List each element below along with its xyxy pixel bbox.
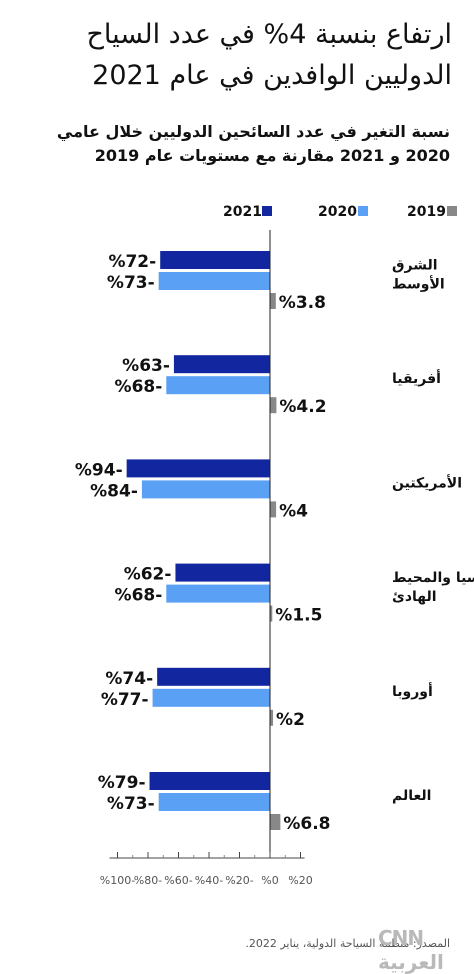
x-tick-label-20: %20 (288, 874, 312, 887)
data-label-2021-4: %74- (105, 669, 153, 689)
bar-2019-3 (270, 605, 273, 622)
bar-2021-3 (175, 563, 270, 582)
bar-2021-5 (149, 772, 270, 790)
bar-2019-4 (270, 709, 274, 726)
data-label-2020-3: %68- (115, 586, 163, 606)
bar-2019-2 (270, 501, 277, 518)
bar-2021-2 (126, 459, 271, 478)
data-label-2021-3: %62- (124, 565, 172, 585)
x-tick-label--100: %100- (100, 874, 135, 887)
bar-2019-5 (270, 814, 281, 830)
chart-title: ارتفاع بنسبة 4% في عدد السياح الدوليين ا… (86, 19, 452, 91)
cnn-arabic-logo: CNN العربية (378, 926, 445, 974)
bar-2021-4 (157, 667, 270, 686)
data-label-2020-1: %68- (115, 377, 163, 397)
data-label-2021-5: %79- (98, 773, 146, 793)
source-note: المصدر: منظمة السياحة الدولية، يناير 202… (245, 937, 450, 950)
bar-2020-4 (152, 688, 270, 707)
data-label-2021-0: %72- (108, 252, 156, 272)
data-label-2021-1: %63- (122, 356, 170, 376)
data-label-2020-4: %77- (101, 690, 149, 710)
legend-label-2020: 2020 (318, 204, 357, 220)
category-label-0: الشرق الأوسط (392, 258, 445, 293)
data-label-2019-0: %3.8 (279, 293, 326, 313)
data-label-2019-4: %2 (276, 710, 305, 730)
legend-label-2021: 2021 (223, 204, 262, 220)
x-tick-label-0: %0 (261, 874, 278, 887)
category-label-4: أوروبا (392, 682, 433, 700)
bar-2021-0 (160, 251, 270, 269)
bar-2019-0 (270, 293, 276, 309)
x-tick-label--20: %20- (225, 874, 253, 887)
data-label-2019-1: %4.2 (279, 397, 326, 417)
legend-label-2019: 2019 (407, 204, 446, 220)
data-label-2019-2: %4 (279, 501, 308, 521)
data-label-2020-2: %84- (90, 481, 138, 501)
x-tick-label--60: %60- (164, 874, 192, 887)
bar-2020-2 (141, 480, 270, 499)
x-axis: %100-%80- %60- %40- %20- %0 %20 (100, 230, 313, 887)
bar-2020-1 (166, 376, 270, 395)
bar-2020-3 (166, 584, 270, 603)
legend-swatch-2020 (358, 206, 368, 216)
category-label-1: أفريقيا (392, 369, 441, 387)
data-label-2020-0: %73- (107, 273, 155, 293)
data-label-2019-3: %1.5 (275, 606, 322, 626)
x-tick-label--80: %80- (134, 874, 162, 887)
chart-subtitle: نسبة التغير في عدد السائحين الدوليين خلا… (56, 122, 450, 165)
data-label-2019-5: %6.8 (283, 814, 330, 834)
bar-2020-0 (158, 272, 270, 290)
category-label-2: الأمريكتين (392, 474, 462, 491)
bar-2021-1 (173, 355, 270, 374)
legend: 2021 2020 2019 (223, 204, 457, 220)
bar-2020-5 (158, 793, 270, 811)
data-label-2021-2: %94- (75, 460, 123, 480)
bar-2019-1 (270, 397, 277, 414)
x-tick-label--40: %40- (195, 874, 223, 887)
category-label-5: العالم (392, 788, 431, 804)
legend-swatch-2021 (262, 206, 272, 216)
legend-swatch-2019 (447, 206, 457, 216)
data-label-2020-5: %73- (107, 794, 155, 814)
